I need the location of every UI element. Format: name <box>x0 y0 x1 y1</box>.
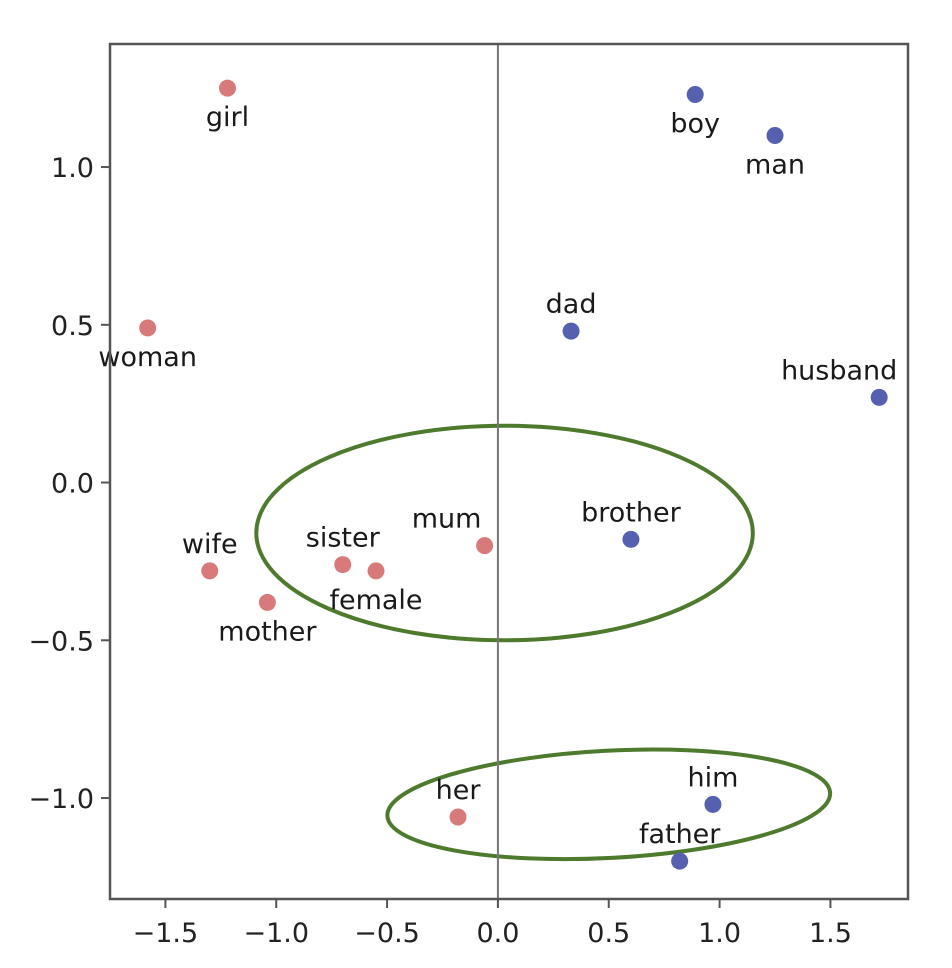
point-husband <box>870 388 888 406</box>
y-tick-label: 0.5 <box>51 311 94 342</box>
x-tick-label: 0.0 <box>476 918 519 949</box>
x-axis: −1.5 −1.0 −0.5 0.0 0.5 1.0 1.5 <box>133 899 852 949</box>
point-man <box>766 126 784 144</box>
point-label-girl: girl <box>206 102 249 133</box>
x-tick-label: −0.5 <box>354 918 420 949</box>
axes-layer <box>108 42 910 901</box>
x-tick-label: 1.0 <box>698 918 741 949</box>
point-mum <box>476 537 494 555</box>
y-tick-label: −0.5 <box>28 626 94 657</box>
point-label-dad: dad <box>546 289 597 320</box>
point-label-husband: husband <box>781 355 897 386</box>
point-label-mother: mother <box>218 616 317 647</box>
point-label-sister: sister <box>306 523 381 554</box>
point-him <box>704 795 722 813</box>
x-tick-label: 1.5 <box>809 918 852 949</box>
point-label-female: female <box>329 585 422 616</box>
y-tick-label: −1.0 <box>28 784 94 815</box>
point-label-wife: wife <box>182 529 238 560</box>
x-tick-label: 0.5 <box>587 918 630 949</box>
point-label-brother: brother <box>581 497 681 528</box>
point-sister <box>334 556 352 574</box>
point-label-man: man <box>745 149 805 180</box>
y-tick-label: 1.0 <box>51 153 94 184</box>
y-tick-label: 0.0 <box>51 469 94 500</box>
point-label-him: him <box>687 762 738 793</box>
point-label-woman: woman <box>98 342 197 373</box>
point-her <box>449 808 467 826</box>
annotation-layer <box>254 423 833 862</box>
y-axis: 1.0 0.5 0.0 −0.5 −1.0 <box>28 153 110 815</box>
point-label-boy: boy <box>670 108 720 139</box>
points-layer <box>139 79 888 870</box>
point-labels-layer: girl woman wife mother sister female mum her boy… <box>98 102 897 850</box>
highlight-ellipse-1 <box>254 423 755 643</box>
point-mother <box>258 593 276 611</box>
point-father <box>671 852 689 870</box>
x-tick-label: −1.0 <box>243 918 309 949</box>
point-female <box>367 562 385 580</box>
point-girl <box>218 79 236 97</box>
point-dad <box>562 322 580 340</box>
plot-frame <box>108 42 910 901</box>
point-woman <box>139 319 157 337</box>
point-boy <box>686 85 704 103</box>
point-label-her: her <box>436 775 482 806</box>
point-label-father: father <box>639 819 721 850</box>
point-wife <box>201 562 219 580</box>
point-brother <box>622 530 640 548</box>
x-tick-label: −1.5 <box>133 918 199 949</box>
highlight-ellipse-2 <box>385 747 833 862</box>
point-label-mum: mum <box>412 504 482 535</box>
